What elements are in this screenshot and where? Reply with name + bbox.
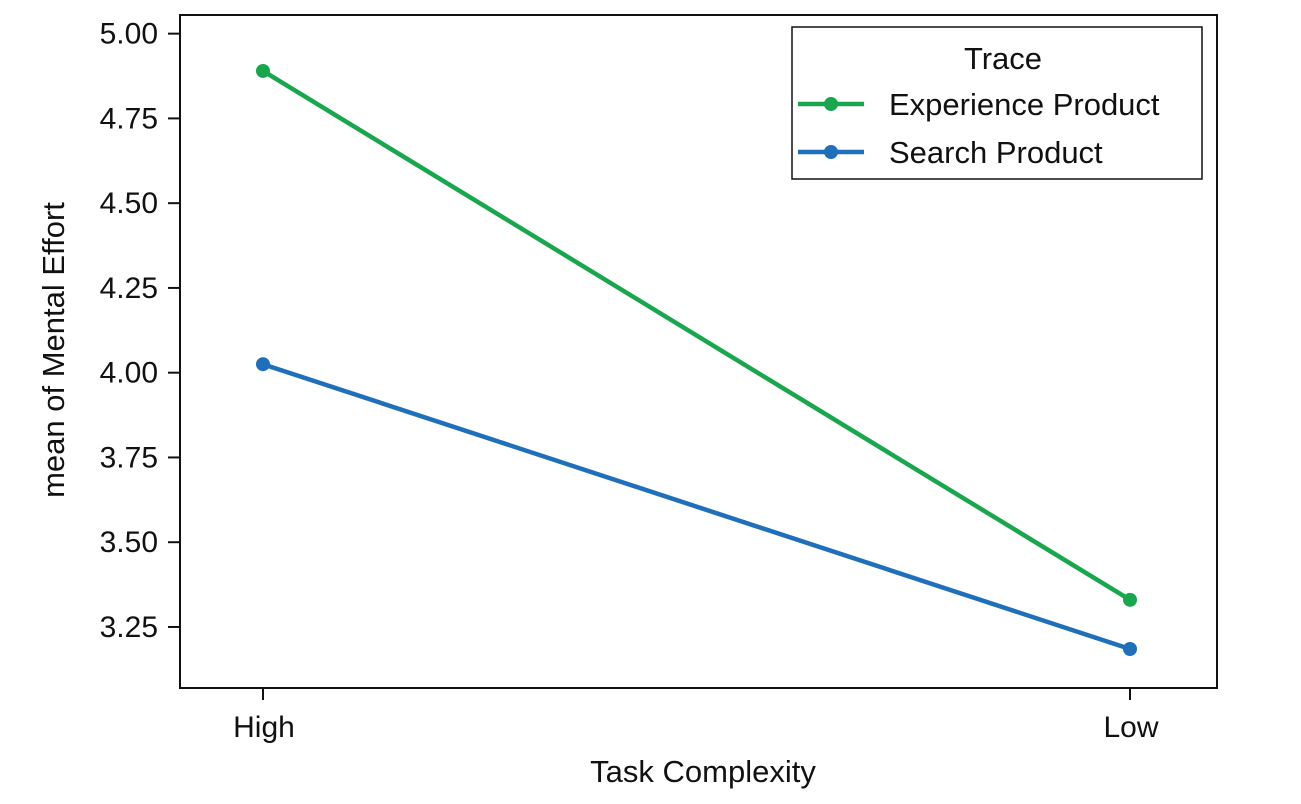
y-tick-label: 4.00: [100, 357, 158, 390]
legend-marker-0: [824, 97, 838, 111]
y-tick-label: 4.75: [100, 102, 158, 135]
x-axis-label: Task Complexity: [590, 754, 816, 789]
x-tick-label: Low: [1103, 711, 1158, 744]
series-point-1: [256, 357, 270, 372]
legend-label-0: Experience Product: [889, 87, 1160, 122]
series-layer: [256, 63, 1137, 657]
y-tick-label: 3.25: [100, 611, 158, 644]
y-axis: 5.00 4.75 4.50 4.25 4.00 3.75 3.50 3.25: [100, 18, 180, 644]
x-tick-label: High: [233, 711, 295, 744]
y-tick-label: 4.25: [100, 272, 158, 305]
legend-label-1: Search Product: [889, 135, 1103, 170]
y-axis-label: mean of Mental Effort: [36, 202, 71, 498]
series-point-0: [1123, 592, 1137, 607]
y-tick-label: 3.75: [100, 441, 158, 474]
legend: Trace Experience Product Search Product: [791, 26, 1203, 180]
x-axis: High Low: [233, 688, 1159, 744]
legend-items: Experience Product Search Product: [798, 87, 1160, 170]
y-tick-label: 5.00: [100, 18, 158, 51]
series-line-0: [261, 69, 1132, 602]
y-tick-label: 3.50: [100, 526, 158, 559]
legend-title: Trace: [964, 41, 1042, 76]
series-point-1: [1123, 642, 1137, 657]
series-point-0: [256, 63, 270, 78]
legend-marker-1: [824, 145, 838, 159]
series-line-1: [262, 362, 1131, 652]
y-tick-label: 4.50: [100, 187, 158, 220]
